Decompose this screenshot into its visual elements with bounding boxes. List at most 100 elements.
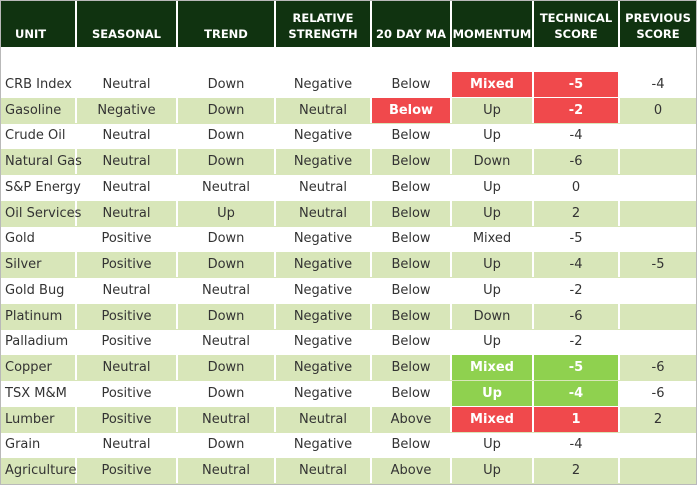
ma20-cell: Below bbox=[372, 432, 452, 458]
previous-score-cell: 0 bbox=[653, 102, 663, 118]
trend-cell: Down bbox=[178, 432, 276, 458]
seasonal-cell: Neutral bbox=[77, 432, 178, 458]
momentum-cell: Mixed bbox=[452, 72, 534, 97]
trend-cell: Down bbox=[178, 123, 276, 149]
ma20-cell: Below bbox=[372, 72, 452, 97]
technical-score-cell: -6 bbox=[534, 149, 620, 174]
technical-score-cell: 2 bbox=[534, 458, 620, 483]
relative-strength-cell: Neutral bbox=[276, 200, 372, 226]
unit-cell: Grain bbox=[1, 432, 77, 458]
previous-score-cell bbox=[620, 175, 696, 200]
unit-cell: S&P Energy bbox=[1, 175, 81, 200]
table-row: Copper Neutral Down Negative Below Mixed -5 -6 bbox=[1, 355, 696, 381]
table-row: Agriculture Positive Neutral Neutral Above Up… bbox=[1, 458, 696, 484]
relative-strength-cell: Negative bbox=[276, 381, 372, 406]
trend-cell: Down bbox=[178, 226, 276, 252]
previous-score-cell bbox=[620, 433, 696, 458]
technical-score-cell: -4 bbox=[534, 252, 620, 277]
relative-strength-cell: Negative bbox=[276, 278, 372, 303]
seasonal-cell: Positive bbox=[77, 381, 178, 406]
ma20-cell: Below bbox=[372, 381, 452, 406]
momentum-cell: Up bbox=[452, 123, 534, 149]
momentum-cell: Mixed bbox=[452, 355, 534, 380]
trend-cell: Neutral bbox=[178, 406, 276, 432]
header-seasonal: SEASONAL bbox=[77, 1, 178, 47]
seasonal-cell: Neutral bbox=[77, 123, 178, 149]
trend-cell: Neutral bbox=[178, 278, 276, 303]
previous-score-cell bbox=[620, 227, 696, 252]
unit-cell: Copper bbox=[1, 355, 77, 380]
momentum-cell: Mixed bbox=[452, 406, 534, 432]
relative-strength-cell: Neutral bbox=[276, 458, 372, 483]
previous-score-cell bbox=[620, 149, 696, 174]
trend-cell: Down bbox=[178, 355, 276, 380]
seasonal-cell: Positive bbox=[77, 329, 178, 355]
unit-cell: CRB Index bbox=[1, 72, 77, 97]
header-spacer bbox=[1, 47, 696, 72]
table-header: UNIT SEASONAL TREND RELATIVE STRENGTH 20… bbox=[1, 1, 696, 47]
momentum-cell: Up bbox=[452, 97, 534, 123]
seasonal-cell: Negative bbox=[77, 97, 178, 123]
ma20-cell: Below bbox=[372, 97, 452, 123]
ma20-cell: Below bbox=[372, 252, 452, 277]
seasonal-cell: Positive bbox=[77, 226, 178, 252]
previous-score-cell bbox=[620, 201, 696, 226]
table-row: TSX M&M Positive Down Negative Below Up -4 -6 bbox=[1, 381, 696, 407]
unit-cell: Crude Oil bbox=[1, 123, 77, 149]
ma20-cell: Below bbox=[372, 149, 452, 174]
table-row: S&P Energy Neutral Neutral Neutral Below Up 0 bbox=[1, 175, 696, 201]
technical-score-cell: -5 bbox=[534, 226, 620, 252]
table-row: Gold Bug Neutral Neutral Negative Below Up -2 bbox=[1, 278, 696, 304]
trend-cell: Down bbox=[178, 303, 276, 329]
unit-cell: Gasoline bbox=[1, 97, 77, 123]
previous-score-cell bbox=[620, 124, 696, 149]
trend-cell: Down bbox=[178, 381, 276, 406]
momentum-cell: Up bbox=[452, 200, 534, 226]
table-row: Platinum Positive Down Negative Below Down -6 bbox=[1, 303, 696, 330]
seasonal-cell: Positive bbox=[77, 252, 178, 277]
momentum-cell: Up bbox=[452, 458, 534, 483]
unit-cell: TSX M&M bbox=[1, 381, 77, 406]
ma20-cell: Below bbox=[372, 200, 452, 226]
header-20-day-ma: 20 DAY MA bbox=[372, 1, 452, 47]
momentum-cell: Up bbox=[452, 329, 534, 355]
header-technical-score: TECHNICAL SCORE bbox=[534, 1, 620, 47]
ma20-cell: Below bbox=[372, 226, 452, 252]
previous-score-cell: 2 bbox=[653, 411, 663, 427]
table-row: Grain Neutral Down Negative Below Up -4 bbox=[1, 432, 696, 459]
table-row: Palladium Positive Neutral Negative Below Up -… bbox=[1, 329, 696, 356]
header-momentum: MOMENTUM bbox=[452, 1, 534, 47]
table-row: Gasoline Negative Down Neutral Below Up -2 0 bbox=[1, 97, 696, 124]
table-row: Gold Positive Down Negative Below Mixed -5 bbox=[1, 226, 696, 253]
previous-score-cell bbox=[620, 330, 696, 355]
relative-strength-cell: Negative bbox=[276, 149, 372, 174]
relative-strength-cell: Negative bbox=[276, 226, 372, 252]
seasonal-cell: Neutral bbox=[77, 200, 178, 226]
technical-score-cell: -6 bbox=[534, 303, 620, 329]
previous-score-cell: -4 bbox=[651, 76, 665, 92]
previous-score-cell bbox=[620, 304, 696, 329]
seasonal-cell: Neutral bbox=[77, 72, 178, 97]
ma20-cell: Above bbox=[372, 458, 452, 483]
ma20-cell: Below bbox=[372, 329, 452, 355]
relative-strength-cell: Negative bbox=[276, 72, 372, 97]
relative-strength-cell: Negative bbox=[276, 355, 372, 380]
table-row: Crude Oil Neutral Down Negative Below Up -4 bbox=[1, 123, 696, 150]
technical-score-cell: 1 bbox=[534, 406, 620, 432]
technical-score-cell: -4 bbox=[534, 123, 620, 149]
header-relative-strength: RELATIVE STRENGTH bbox=[276, 1, 372, 47]
momentum-cell: Up bbox=[452, 278, 534, 303]
previous-score-cell: -6 bbox=[651, 385, 665, 401]
ma20-cell: Below bbox=[372, 303, 452, 329]
seasonal-cell: Positive bbox=[77, 303, 178, 329]
momentum-cell: Down bbox=[452, 303, 534, 329]
previous-score-cell bbox=[620, 458, 696, 483]
momentum-cell: Mixed bbox=[452, 226, 534, 252]
trend-cell: Down bbox=[178, 72, 276, 97]
technical-score-cell: -4 bbox=[534, 432, 620, 458]
unit-cell: Oil Services bbox=[1, 200, 81, 226]
technical-score-cell: -4 bbox=[534, 381, 620, 406]
relative-strength-cell: Neutral bbox=[276, 175, 372, 200]
momentum-cell: Down bbox=[452, 149, 534, 174]
